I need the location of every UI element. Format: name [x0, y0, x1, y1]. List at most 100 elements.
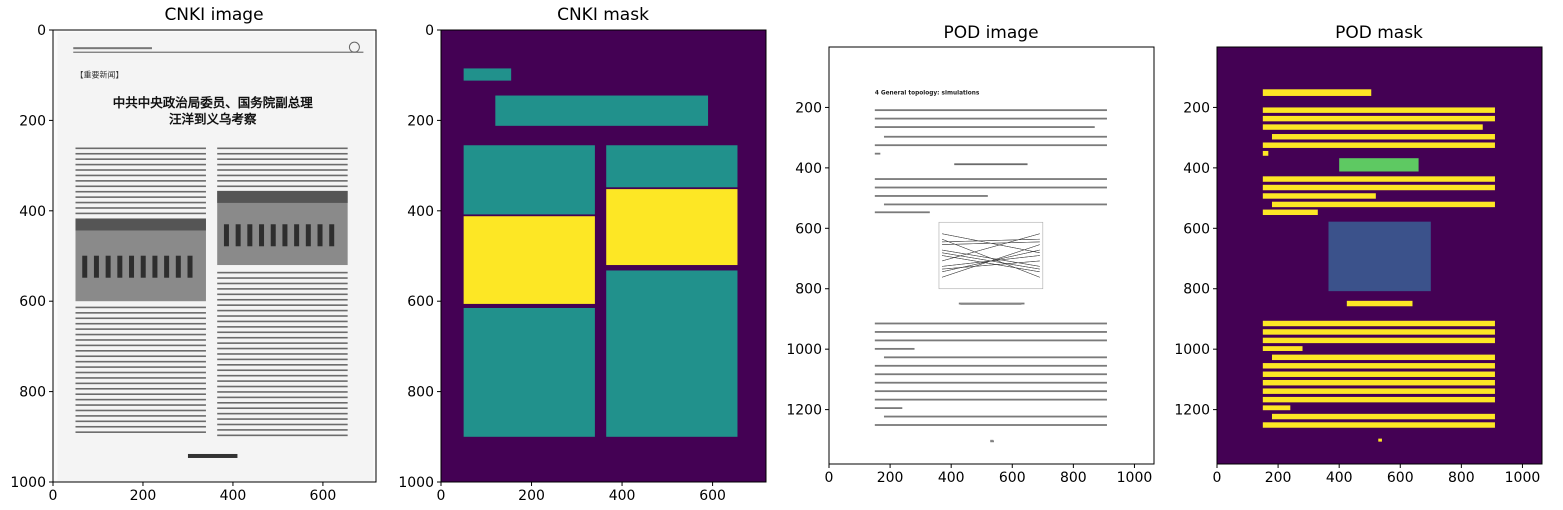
scan-text-line	[75, 196, 206, 198]
mask-region-blue	[1328, 221, 1431, 292]
x-tick-label: 200	[518, 488, 545, 504]
cnki-heading-line2: 汪洋到义乌考察	[169, 112, 257, 127]
photo-figure	[175, 255, 181, 278]
pod-text-line	[874, 186, 1107, 189]
scan-text-line	[75, 404, 206, 406]
scan-text-line	[217, 380, 348, 382]
scan-text-line	[217, 282, 348, 285]
mask-region-teal	[606, 145, 738, 188]
scan-text-line	[217, 336, 348, 339]
scan-text-line	[217, 369, 348, 372]
scan-text-line	[75, 174, 206, 177]
y-tick-label: 600	[795, 221, 822, 237]
pod-caption-line	[960, 303, 1022, 305]
x-tick-label: 200	[877, 470, 904, 486]
photo-figure	[82, 255, 88, 278]
y-tick-label: 400	[19, 204, 46, 220]
x-tick-label: 800	[1060, 470, 1087, 486]
y-tick-label: 800	[19, 385, 46, 401]
pod-figure-line	[941, 249, 1040, 267]
pod-text-line	[883, 203, 1107, 206]
x-tick-label: 1000	[1117, 470, 1153, 486]
photo-figure	[305, 224, 311, 247]
pod-section-heading: 4 General topology: simulations	[875, 91, 980, 97]
pod-page-number	[990, 439, 994, 442]
photo-top-shade	[217, 190, 348, 203]
scan-text-line	[75, 147, 206, 150]
scan-text-line	[217, 185, 348, 188]
y-tick-label: 200	[407, 113, 434, 129]
mask-region-yellow	[1262, 115, 1495, 122]
photo-figure	[164, 255, 170, 278]
scan-text-line	[217, 429, 348, 431]
photo-top-shade	[75, 218, 206, 231]
scan-text-line	[75, 201, 206, 204]
scan-text-line	[217, 147, 348, 150]
x-tick-label: 400	[1326, 470, 1353, 486]
mask-region-yellow	[1262, 329, 1495, 335]
scan-text-line	[75, 398, 206, 401]
pod-text-line	[874, 117, 1107, 120]
pod-text-line	[874, 211, 930, 214]
y-tick-label: 1000	[1174, 342, 1210, 358]
x-tick-label: 600	[699, 488, 726, 504]
x-tick-label: 0	[825, 470, 834, 486]
pod-text-line	[874, 364, 1107, 367]
y-tick-label: 1200	[1174, 403, 1210, 419]
scan-text-line	[217, 293, 348, 296]
mask-region-yellow	[1378, 438, 1382, 442]
mask-region-yellow	[1262, 176, 1495, 182]
x-tick-label: 200	[130, 488, 157, 504]
pod-text-line	[874, 126, 1095, 128]
scan-text-line	[217, 434, 348, 437]
panel-pod-mask: 0 200 400 600 800 1000 200 400 600 800 1000 1200	[1174, 46, 1543, 486]
panel-title-cnki-mask: CNKI mask	[557, 5, 649, 25]
photo-figure	[235, 224, 241, 247]
x-tick-label: 400	[938, 470, 965, 486]
scan-text-line	[75, 306, 206, 309]
scan-text-line	[217, 169, 348, 171]
mask-region-yellow	[1262, 422, 1495, 428]
mask-region-yellow	[1262, 107, 1495, 113]
mask-region-yellow	[606, 189, 738, 266]
scan-text-line	[75, 339, 206, 341]
scan-text-line	[75, 344, 206, 347]
x-tick-label: 0	[1213, 470, 1222, 486]
scan-text-line	[75, 415, 206, 417]
y-tick-label: 600	[19, 294, 46, 310]
scan-text-line	[75, 371, 206, 374]
panel-title-pod-mask: POD mask	[1335, 23, 1423, 43]
scan-text-line	[217, 391, 348, 393]
y-tick-label: 600	[1183, 221, 1210, 237]
scan-text-line	[75, 333, 206, 336]
pod-figure-line	[941, 260, 1040, 270]
scan-text-line	[217, 163, 348, 166]
header-rule	[73, 51, 364, 53]
pod-text-line	[874, 407, 903, 409]
pod-text-line	[874, 390, 1107, 393]
photo-figure	[187, 255, 193, 278]
mask-region-yellow	[463, 216, 595, 304]
x-tick-label: 400	[220, 488, 247, 504]
mask-region-yellow	[1262, 209, 1318, 216]
scan-text-line	[75, 382, 206, 385]
pod-text-line	[874, 152, 881, 155]
y-tick-label: 200	[19, 113, 46, 129]
mask-region-yellow	[1262, 346, 1303, 351]
mask-region-yellow	[1271, 354, 1495, 361]
axes-frame	[440, 29, 767, 483]
x-tick-label: 400	[609, 488, 636, 504]
y-tick-label: 1000	[10, 475, 46, 491]
image-background	[829, 47, 1154, 464]
x-tick-label: 0	[437, 488, 446, 504]
photo-figure	[105, 255, 111, 278]
scan-text-line	[217, 304, 348, 306]
mask-region-yellow	[1262, 320, 1495, 327]
y-tick-label: 200	[1183, 100, 1210, 116]
scan-text-line	[217, 385, 348, 388]
mask-region-teal	[463, 145, 595, 215]
mask-region-yellow	[1262, 405, 1291, 411]
scan-text-line	[217, 309, 348, 312]
pod-text-line	[874, 347, 915, 350]
scan-text-line	[75, 409, 206, 412]
